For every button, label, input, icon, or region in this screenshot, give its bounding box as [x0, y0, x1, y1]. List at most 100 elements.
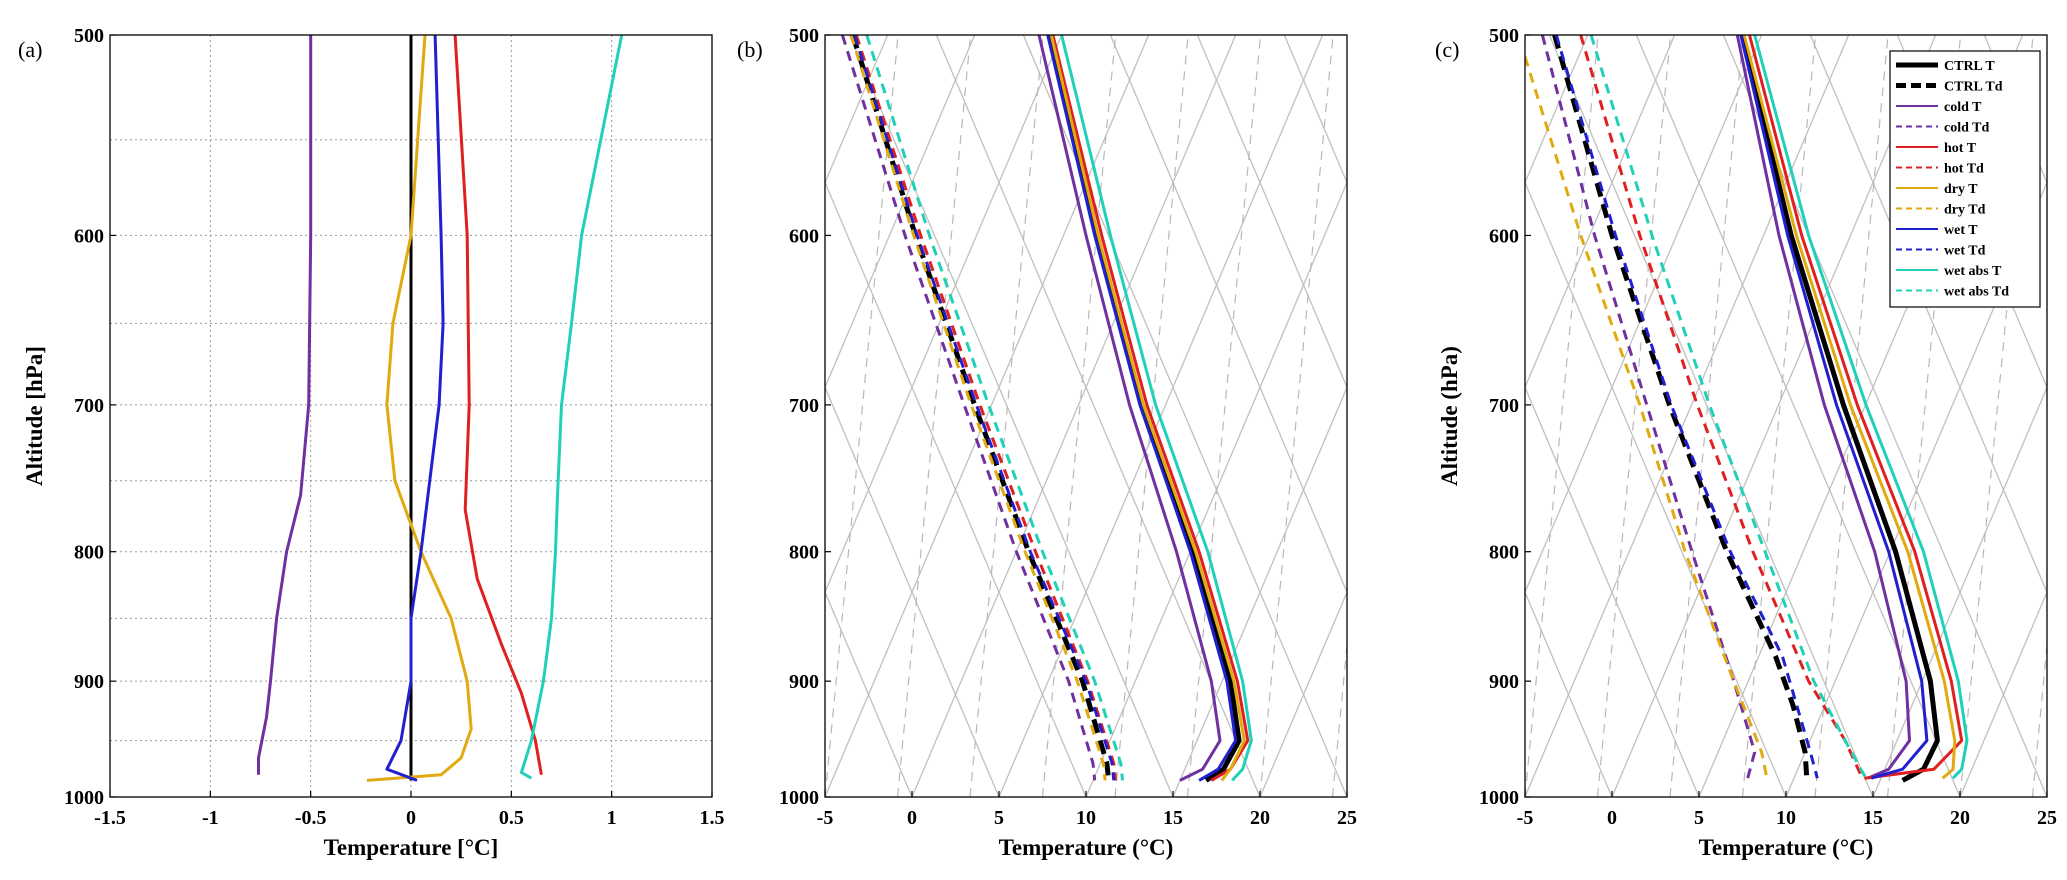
x-tick-label: -5: [817, 807, 834, 829]
isotherm-line: [568, 35, 892, 797]
adiabat-line: [1283, 35, 1347, 185]
x-tick-label: -1: [202, 807, 219, 829]
series-line-2: [366, 35, 473, 782]
panel-label: (a): [18, 37, 42, 62]
series-line-3: [1540, 35, 1757, 779]
isotherm-line: [1085, 180, 1347, 797]
legend-label: hot Td: [1944, 162, 1984, 177]
legend-box: [1889, 50, 2041, 308]
adiabat-line: [848, 35, 1174, 797]
series-line-1: [850, 35, 1112, 781]
x-tick-label: -0.5: [295, 807, 327, 829]
series-line-5: [1579, 35, 1863, 776]
series-line-11: [1589, 35, 1868, 779]
y-axis-label: Altitude [hPa]: [22, 346, 47, 486]
adiabat-line: [1196, 35, 1347, 389]
adiabat-line: [153, 35, 477, 797]
mixing-ratio-line: [680, 35, 753, 797]
isotherm-line: [216, 35, 540, 797]
adiabat-line: [825, 795, 826, 797]
isotherm-line: [1525, 35, 1763, 594]
legend-label: wet abs Td: [1944, 285, 2009, 300]
x-tick-label: 25: [1337, 807, 1357, 829]
x-tick-label: 1: [607, 807, 617, 829]
y-tick-label: 900: [1489, 671, 1519, 693]
isotherm-line: [1434, 35, 1758, 797]
series-line-3: [840, 35, 1097, 781]
adiabat-line: [825, 590, 913, 797]
adiabat-line: [1525, 590, 1613, 797]
y-tick-label: 1000: [64, 787, 104, 809]
y-tick-label: 1000: [1479, 787, 1519, 809]
mixing-ratio-line: [1814, 35, 1889, 797]
x-tick-label: -1.5: [94, 807, 126, 829]
series-line-4: [1748, 35, 1964, 780]
isotherm-line: [825, 35, 889, 185]
isotherm-line: [1959, 590, 2047, 797]
series-line-7: [1525, 56, 1769, 779]
y-tick-label: 600: [74, 225, 104, 247]
adiabat-line: [1525, 795, 1526, 797]
legend: CTRL T CTRL Td cold T cold Td hot T hot Td dry…: [1889, 50, 2041, 308]
adiabat-line: [327, 35, 651, 797]
series-line-8: [1046, 35, 1238, 782]
panel-label: (b): [737, 37, 763, 62]
x-tick-label: 0: [907, 807, 917, 829]
series-line-11: [865, 35, 1124, 781]
isotherm-line: [303, 35, 627, 797]
series-line-0: [1740, 35, 1940, 783]
isotherm-line: [477, 35, 801, 797]
legend-label: hot T: [1944, 141, 1977, 156]
y-tick-label: 600: [1489, 225, 1519, 247]
x-axis-label: Temperature (°C): [999, 835, 1174, 860]
x-tick-label: 0.5: [499, 807, 524, 829]
series-line-9: [1554, 35, 1819, 779]
adiabat-line: [1525, 385, 1700, 797]
x-axis-label: Temperature [°C]: [324, 835, 499, 860]
series-line-2: [1037, 35, 1222, 782]
legend-label: CTRL Td: [1944, 80, 2003, 95]
x-tick-label: 0: [406, 807, 416, 829]
adiabat-line: [1114, 35, 1438, 797]
x-tick-label: 5: [994, 807, 1004, 829]
series-line-5: [854, 35, 1118, 781]
mixing-ratio-line: [1186, 35, 1262, 797]
legend-label: wet Td: [1944, 244, 1986, 259]
series-line-9: [853, 35, 1116, 781]
isotherm-line: [825, 35, 976, 389]
series-line-3: [385, 35, 445, 782]
isotherm-line: [1259, 590, 1347, 797]
isotherm-line: [825, 35, 1150, 797]
y-tick-label: 900: [74, 671, 104, 693]
y-tick-label: 800: [789, 542, 819, 564]
isotherm-line: [2046, 795, 2047, 797]
adiabat-line: [1022, 35, 1347, 797]
mixing-ratio-line: [608, 35, 681, 797]
mixing-ratio-line: [896, 35, 972, 797]
adiabat-line: [1109, 35, 1347, 594]
legend-label: dry T: [1944, 182, 1978, 197]
isotherm-line: [825, 35, 1063, 594]
y-tick-label: 1000: [779, 787, 819, 809]
isotherm-line: [1525, 35, 1589, 185]
y-tick-label: 600: [789, 225, 819, 247]
x-tick-label: 1.5: [700, 807, 725, 829]
legend-label: wet T: [1944, 223, 1978, 238]
adiabat-line: [825, 180, 1087, 797]
adiabat-line: [935, 35, 1261, 797]
isotherm-line: [1525, 35, 1850, 797]
x-tick-label: 10: [1076, 807, 1096, 829]
isotherm-line: [1611, 35, 1937, 797]
mixing-ratio-line: [1259, 35, 1334, 797]
series-line-1: [257, 35, 313, 775]
legend-label: cold Td: [1944, 121, 1989, 136]
mixing-ratio-line: [1669, 35, 1744, 797]
adiabat-line: [1371, 35, 1695, 797]
isotherm-line: [129, 35, 453, 797]
legend-label: dry Td: [1944, 203, 1986, 218]
adiabat-line: [1525, 180, 1787, 797]
series-line-10: [1753, 35, 1969, 780]
series-line-2: [1735, 35, 1911, 780]
